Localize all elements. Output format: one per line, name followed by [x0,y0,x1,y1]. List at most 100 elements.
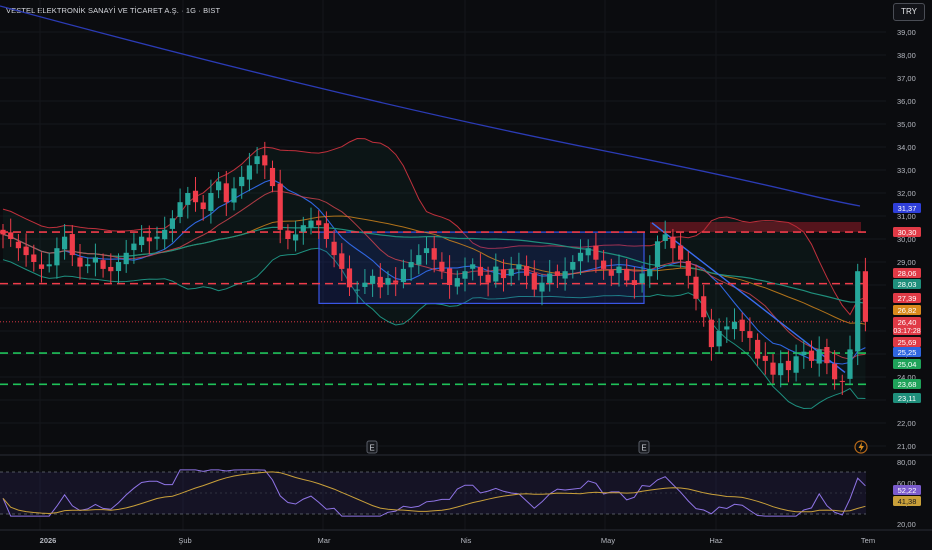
candle-body [393,280,399,283]
candle-body [839,380,845,382]
price-badge: 28,06 [893,268,921,278]
price-badge-label: 26,82 [898,306,917,315]
rsi-line [2,469,866,517]
time-label: Tem [861,536,875,545]
time-label: Mar [318,536,331,545]
candle-body [146,237,152,242]
time-label: 2026 [40,536,57,545]
price-badge: 27,39 [893,293,921,303]
price-tick-label: 38,00 [897,51,916,60]
candle-body [69,234,75,256]
price-badge-label: 25,69 [898,338,917,347]
candle-body [423,248,430,254]
candle-body [293,234,299,241]
candle-body [431,248,437,260]
candle-body [400,268,406,283]
candle-body [254,156,260,165]
earnings-marker[interactable]: E [366,440,378,454]
price-tick-label: 37,00 [897,74,916,83]
price-tick-label: 22,00 [897,419,916,428]
price-badge-label: 25,25 [898,348,917,357]
candle-body [300,225,306,232]
lightning-icon-bolt [858,442,864,452]
candle-body [524,266,530,276]
price-tick-label: 34,00 [897,143,916,152]
candle-body [585,248,591,256]
candle-body [631,280,637,285]
price-badge-label: 31,37 [898,204,917,213]
candle-body [778,363,784,376]
candle-body [269,167,276,187]
candle-body [115,262,122,272]
price-badge-label: 25,04 [898,360,917,369]
price-badge-bg [893,379,921,389]
candle-body [339,253,345,269]
price-axis: 39,00 38,00 37,00 36,00 35,00 34,00 33,00 32,00… [893,28,921,451]
price-tick-label: 36,00 [897,97,916,106]
candle-body [154,236,160,239]
candle-body [8,232,14,239]
candle-body [624,268,630,281]
candle-body [277,183,283,230]
candle-body [200,202,206,210]
candle-body [370,275,376,284]
candle-body [824,346,830,364]
price-badge: 31,37 [893,203,921,213]
candle-body [801,351,807,356]
earnings-box [638,440,650,454]
candle-body [108,266,114,272]
candle-body [654,241,661,268]
price-badge: 25,69 [893,337,921,347]
earnings-label: E [369,444,374,453]
candle-body [755,339,761,359]
candle-body [762,355,768,361]
candle-body [693,276,699,299]
candle-body [808,350,815,361]
rsi-ma-line [2,471,866,515]
candle-body [62,236,68,250]
candle-body [570,262,576,270]
price-badge-label: 23,11 [898,394,916,403]
candle-body [208,193,214,211]
candle-body [601,260,607,269]
lightning-icon[interactable] [854,440,868,454]
price-tick-label: 21,00 [897,442,916,451]
candle-body [500,269,507,279]
candle-body [539,282,545,292]
candle-body [855,271,861,352]
candle-body [562,271,568,279]
candle-body [408,262,414,268]
price-badge-label: 30,30 [898,228,917,237]
candle-body [508,268,514,276]
candle-body [377,276,383,288]
candle-body [577,252,584,262]
candle-body [323,223,329,239]
rsi-tick-label: 80,00 [897,458,916,467]
candle-body [416,255,422,265]
candle-body [708,319,714,348]
price-tick-label: 30,00 [897,235,916,244]
candle-body [447,268,453,285]
currency-button[interactable]: TRY [893,3,925,21]
candle-body [716,331,722,347]
earnings-marker[interactable]: E [638,440,650,454]
rsi-tick-label: 20,00 [897,520,916,529]
candle-body [701,296,707,318]
candle-body [0,229,6,235]
price-badge-label: 28,06 [898,269,917,278]
candle-body [608,270,614,276]
price-badge-label: 26,40 [898,318,917,327]
candle-body [316,220,322,226]
price-badge-bg [893,293,921,303]
candle-body [54,248,60,266]
price-badge-bg [893,317,921,335]
candle-body [593,245,599,260]
earnings-box [366,440,378,454]
countdown-label: 03:17:28 [893,328,920,335]
candle-body [847,349,853,379]
price-badge: 23,68 [893,379,921,389]
